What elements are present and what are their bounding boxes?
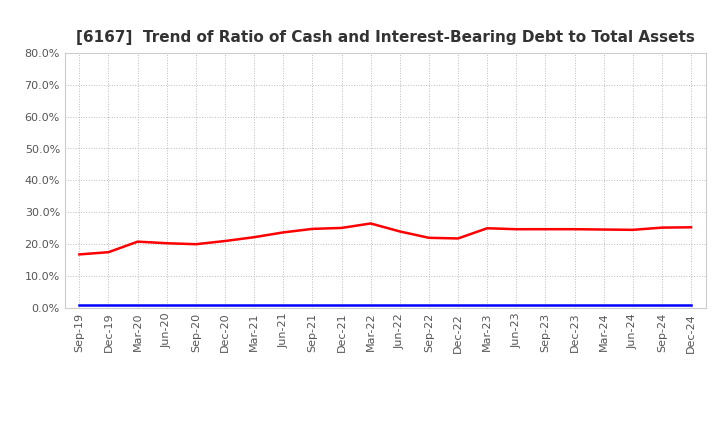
Interest-Bearing Debt [163, 303, 171, 308]
Interest-Bearing Debt [599, 303, 608, 308]
Cash [629, 227, 637, 232]
Cash [599, 227, 608, 232]
Interest-Bearing Debt [483, 303, 492, 308]
Interest-Bearing Debt [657, 303, 666, 308]
Interest-Bearing Debt [250, 303, 258, 308]
Interest-Bearing Debt [75, 303, 84, 308]
Interest-Bearing Debt [366, 303, 375, 308]
Cash [133, 239, 142, 244]
Title: [6167]  Trend of Ratio of Cash and Interest-Bearing Debt to Total Assets: [6167] Trend of Ratio of Cash and Intere… [76, 29, 695, 45]
Line: Cash: Cash [79, 224, 691, 254]
Cash [366, 221, 375, 226]
Interest-Bearing Debt [104, 303, 113, 308]
Cash [483, 226, 492, 231]
Interest-Bearing Debt [687, 303, 696, 308]
Interest-Bearing Debt [454, 303, 462, 308]
Interest-Bearing Debt [192, 303, 200, 308]
Interest-Bearing Debt [308, 303, 317, 308]
Cash [75, 252, 84, 257]
Cash [657, 225, 666, 230]
Cash [687, 225, 696, 230]
Cash [163, 241, 171, 246]
Cash [192, 242, 200, 247]
Cash [541, 227, 550, 232]
Interest-Bearing Debt [220, 303, 229, 308]
Interest-Bearing Debt [133, 303, 142, 308]
Interest-Bearing Debt [512, 303, 521, 308]
Cash [308, 226, 317, 231]
Cash [425, 235, 433, 240]
Cash [395, 229, 404, 234]
Cash [454, 236, 462, 241]
Cash [337, 225, 346, 231]
Interest-Bearing Debt [425, 303, 433, 308]
Cash [279, 230, 287, 235]
Cash [512, 227, 521, 232]
Cash [104, 249, 113, 255]
Interest-Bearing Debt [541, 303, 550, 308]
Interest-Bearing Debt [570, 303, 579, 308]
Cash [220, 238, 229, 244]
Interest-Bearing Debt [629, 303, 637, 308]
Interest-Bearing Debt [337, 303, 346, 308]
Cash [570, 227, 579, 232]
Interest-Bearing Debt [395, 303, 404, 308]
Cash [250, 235, 258, 240]
Interest-Bearing Debt [279, 303, 287, 308]
